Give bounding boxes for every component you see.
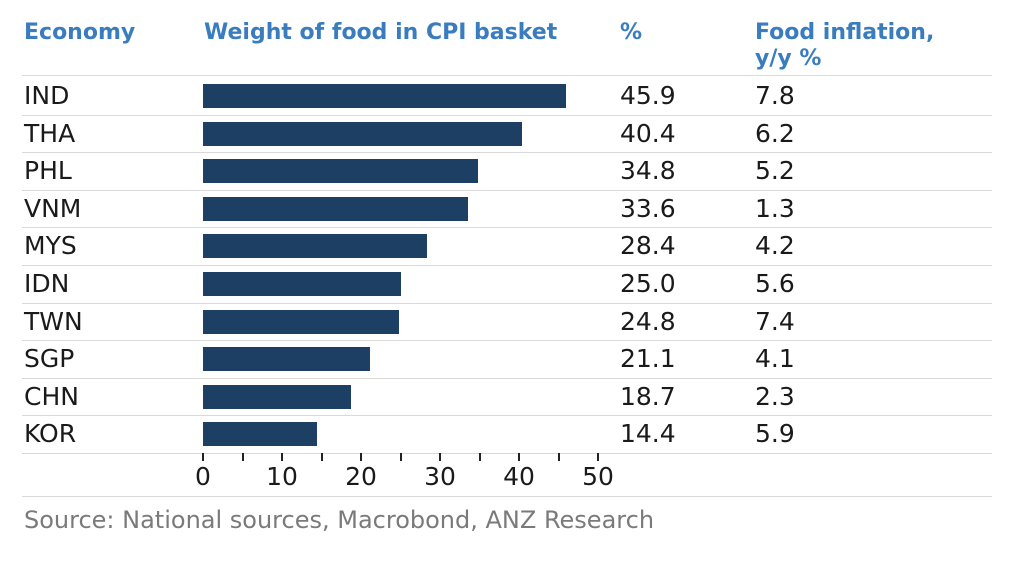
weight-value: 14.4 — [620, 419, 676, 449]
x-tick-label: 30 — [424, 462, 456, 491]
header-economy: Economy — [24, 20, 136, 45]
food-inflation-value: 2.3 — [755, 381, 795, 411]
economy-label: CHN — [24, 381, 79, 411]
row-divider — [22, 377, 992, 379]
header-percent: % — [620, 20, 643, 45]
economy-label: IDN — [24, 269, 70, 298]
bar — [203, 121, 523, 146]
food-inflation-value: 1.3 — [755, 193, 795, 223]
food-inflation-value: 5.2 — [755, 156, 795, 186]
bar — [203, 234, 428, 259]
economy-label: PHL — [24, 156, 72, 186]
row-divider — [22, 453, 992, 454]
source-note: Source: National sources, Macrobond, ANZ… — [24, 506, 655, 534]
x-tick — [202, 453, 204, 461]
weight-value: 40.4 — [620, 118, 676, 148]
header-weight: Weight of food in CPI basket — [204, 20, 558, 45]
x-tick-label: 20 — [345, 462, 377, 491]
x-tick — [518, 453, 520, 461]
x-tick — [241, 453, 244, 461]
bar — [203, 384, 351, 409]
economy-label: MYS — [24, 231, 77, 261]
row-divider — [22, 302, 992, 304]
weight-value: 21.1 — [620, 344, 676, 374]
food-inflation-value: 7.8 — [755, 81, 795, 110]
x-tick — [478, 453, 481, 461]
x-tick-label: 40 — [503, 462, 535, 491]
weight-value: 24.8 — [620, 306, 676, 336]
x-tick-label: 10 — [266, 462, 298, 491]
food-inflation-value: 6.2 — [755, 118, 795, 148]
food-inflation-value: 4.1 — [755, 344, 795, 374]
weight-value: 25.0 — [620, 269, 676, 298]
food-inflation-value: 7.4 — [755, 306, 795, 336]
bar — [203, 309, 399, 334]
weight-value: 45.9 — [620, 81, 676, 110]
weight-value: 28.4 — [620, 231, 676, 261]
row-divider — [22, 415, 992, 417]
x-tick — [399, 453, 402, 461]
x-tick — [439, 453, 441, 461]
bar — [203, 159, 478, 184]
bar — [203, 196, 469, 221]
row-divider — [22, 152, 992, 154]
x-tick — [281, 453, 283, 461]
weight-value: 34.8 — [620, 156, 676, 186]
source-divider — [22, 496, 992, 497]
row-divider — [22, 227, 992, 229]
x-axis — [0, 0, 1024, 500]
food-inflation-value: 5.9 — [755, 419, 795, 449]
x-tick — [360, 453, 362, 461]
economy-label: IND — [24, 81, 70, 110]
bar — [203, 347, 370, 372]
row-divider — [22, 114, 992, 116]
row-divider — [22, 265, 992, 266]
x-tick — [597, 453, 599, 461]
bar — [203, 422, 317, 447]
weight-value: 33.6 — [620, 193, 676, 223]
x-tick-label: 0 — [195, 462, 211, 491]
bar — [203, 272, 401, 296]
x-tick — [320, 453, 323, 461]
economy-label: TWN — [24, 306, 83, 336]
food-inflation-value: 5.6 — [755, 269, 795, 298]
economy-label: THA — [24, 118, 76, 148]
header-divider — [22, 75, 992, 76]
row-divider — [22, 189, 992, 191]
bar — [203, 84, 566, 108]
x-tick-label: 50 — [582, 462, 614, 491]
header-food-inflation: Food inflation, y/y % — [755, 20, 935, 71]
food-inflation-value: 4.2 — [755, 231, 795, 261]
economy-label: KOR — [24, 419, 77, 449]
x-tick — [557, 453, 560, 461]
economy-label: SGP — [24, 344, 75, 374]
weight-value: 18.7 — [620, 381, 676, 411]
economy-label: VNM — [24, 193, 82, 223]
row-divider — [22, 340, 992, 342]
